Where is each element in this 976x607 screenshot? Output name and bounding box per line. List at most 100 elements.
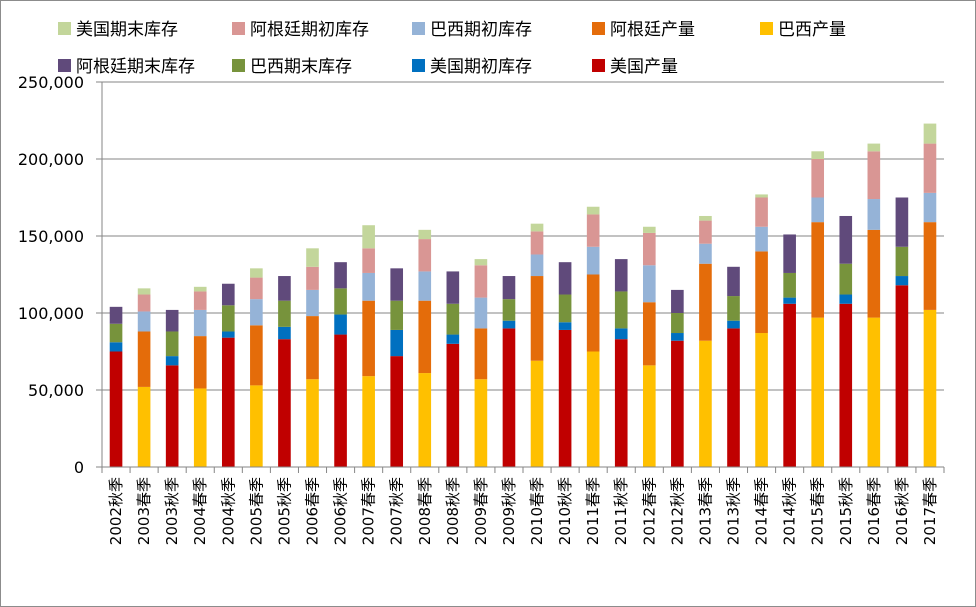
x-tick-label: 2013秋季: [725, 477, 743, 545]
bar-segment: [530, 276, 544, 361]
x-tick-label: 2010秋季: [556, 477, 574, 545]
legend-label: 阿根廷期初库存: [250, 20, 369, 40]
bar-segment: [109, 342, 123, 352]
bar-segment: [755, 194, 768, 198]
bar-segment: [137, 331, 151, 387]
x-tick-label: 2007春季: [360, 477, 378, 545]
bar-segment: [502, 320, 516, 329]
bar-segment: [334, 288, 347, 315]
bar-segment: [699, 263, 712, 341]
bar-segment: [530, 254, 544, 277]
x-tick-label: 2003春季: [135, 477, 153, 545]
bar-segment: [165, 331, 179, 357]
bar-segment: [390, 268, 404, 301]
bar-segment: [418, 239, 432, 272]
bar-segment: [558, 329, 572, 467]
legend-swatch: [592, 22, 605, 35]
x-tick-label: 2012春季: [640, 477, 658, 545]
y-tick-label: 200,000: [18, 150, 84, 169]
bar-segment: [193, 388, 207, 467]
x-tick-label: 2013春季: [696, 477, 714, 545]
bar-segment: [867, 317, 881, 467]
bar-segment: [727, 320, 740, 329]
x-tick-label: 2004秋季: [219, 477, 237, 545]
bar-segment: [839, 263, 853, 295]
x-tick-label: 2009秋季: [500, 477, 518, 545]
legend-label: 阿根廷期末库存: [76, 57, 195, 77]
bar-segment: [278, 300, 291, 327]
legend-label: 美国产量: [610, 57, 678, 77]
bar-segment: [755, 226, 768, 252]
bar-segment: [221, 331, 235, 338]
x-tick-label: 2009春季: [472, 477, 490, 545]
bar-segment: [699, 220, 712, 244]
bar-segment: [642, 302, 656, 366]
bar-segment: [671, 340, 684, 467]
bar-segment: [278, 326, 291, 340]
bar-segment: [586, 246, 600, 275]
bar-segment: [671, 313, 684, 334]
bar-segment: [250, 268, 263, 278]
bar-segment: [923, 192, 937, 223]
x-tick-label: 2015秋季: [837, 477, 855, 545]
x-tick-label: 2007秋季: [388, 477, 406, 545]
legend-swatch: [232, 22, 245, 35]
bar-segment: [502, 276, 516, 300]
bar-segment: [418, 300, 432, 374]
bar-segment: [446, 303, 460, 335]
legend-swatch: [592, 59, 605, 72]
x-tick-label: 2006春季: [304, 477, 322, 545]
bar-segment: [418, 271, 432, 301]
bar-segment: [137, 311, 151, 332]
bar-segment: [306, 266, 319, 290]
bar-segment: [642, 365, 656, 467]
bar-segment: [895, 285, 909, 467]
y-tick-label: 50,000: [28, 381, 84, 400]
x-tick-label: 2005春季: [247, 477, 265, 545]
bar-segment: [586, 214, 600, 247]
y-tick-label: 0: [74, 458, 84, 477]
bar-segment: [895, 246, 909, 277]
legend-label: 美国期初库存: [430, 57, 532, 77]
bar-segment: [502, 328, 516, 467]
bar-segment: [727, 296, 740, 321]
x-tick-label: 2011春季: [584, 477, 602, 545]
bar-segment: [390, 356, 404, 467]
bar-segment: [614, 291, 628, 329]
bar-segment: [811, 222, 825, 318]
x-tick-label: 2005秋季: [275, 477, 293, 545]
legend-swatch: [58, 59, 71, 72]
y-tick-label: 150,000: [18, 227, 84, 246]
bar-segment: [867, 151, 881, 200]
bar-segment: [446, 271, 460, 304]
x-tick-label: 2015春季: [809, 477, 827, 545]
bar-segment: [895, 197, 909, 247]
bar-segment: [867, 199, 881, 230]
bar-segment: [362, 300, 375, 377]
y-tick-labels: 0 50,000 100,000 150,000 200,000 250,000: [18, 73, 84, 477]
bar-segment: [221, 337, 235, 467]
legend-label: 巴西期初库存: [430, 20, 532, 40]
bar-segment: [334, 262, 347, 289]
bar-segment: [221, 283, 235, 306]
bar-segment: [418, 229, 432, 240]
bar-segment: [474, 297, 488, 329]
bar-segment: [278, 276, 291, 301]
bar-segment: [642, 226, 656, 233]
y-tick-label: 100,000: [18, 304, 84, 323]
x-tick-labels: 2002秋季 2003春季 2003秋季 2004春季 2004秋季 2005春季 2005…: [107, 477, 939, 545]
bar-segment: [839, 303, 853, 467]
bar-segment: [642, 265, 656, 303]
legend-swatch: [232, 59, 245, 72]
bar-segment: [839, 215, 853, 264]
bar-segment: [923, 123, 937, 144]
legend-swatch: [760, 22, 773, 35]
bar-segment: [699, 243, 712, 264]
x-tick-label: 2004春季: [191, 477, 209, 545]
bar-segment: [250, 277, 263, 300]
bar-segment: [193, 336, 207, 389]
x-tick-label: 2002秋季: [107, 477, 125, 545]
bar-segment: [334, 334, 347, 467]
bars: [109, 123, 937, 467]
